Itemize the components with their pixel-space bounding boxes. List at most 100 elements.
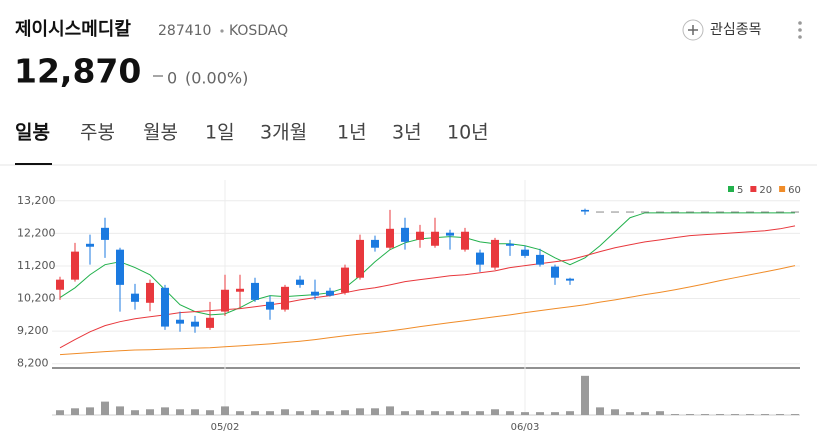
period-tab[interactable]: 월봉: [143, 122, 178, 144]
volume-bar: [536, 412, 544, 415]
volume-bar: [341, 410, 349, 415]
price-change: 0: [167, 69, 177, 88]
volume-bar: [206, 410, 214, 415]
watch-label[interactable]: 관심종목: [710, 22, 762, 38]
candle-body: [461, 231, 469, 250]
period-tab[interactable]: 3개월: [260, 122, 307, 144]
volume-bar: [416, 410, 424, 415]
volume-bar: [671, 414, 679, 415]
menu-dot[interactable]: [798, 28, 802, 32]
candle-body: [791, 211, 799, 213]
y-tick-label: 13,200: [17, 194, 56, 207]
period-tab[interactable]: 주봉: [80, 122, 115, 144]
candle-body: [731, 211, 739, 213]
candle-body: [101, 227, 109, 240]
volume-bar: [611, 409, 619, 415]
volume-bar: [596, 407, 604, 415]
candle-body: [761, 211, 769, 213]
candle-body: [266, 301, 274, 310]
candle-body: [206, 317, 214, 328]
candle-body: [581, 209, 589, 212]
period-tab[interactable]: 3년: [392, 122, 422, 144]
candle-body: [416, 231, 424, 240]
period-tab[interactable]: 일봉: [15, 122, 50, 144]
candle-body: [401, 227, 409, 242]
volume-bar: [446, 411, 454, 415]
volume-bar: [686, 414, 694, 415]
candle-body: [326, 290, 334, 296]
volume-bar: [401, 411, 409, 415]
volume-bar: [761, 414, 769, 415]
y-tick-label: 9,200: [17, 324, 49, 337]
candle-body: [356, 239, 364, 278]
current-price: 12,870: [14, 52, 141, 91]
volume-bar: [56, 410, 64, 415]
volume-bar: [461, 411, 469, 415]
candle-body: [521, 249, 529, 256]
stock-name: 제이시스메디칼: [15, 19, 131, 40]
candle-body: [626, 211, 634, 213]
candle-body: [191, 321, 199, 327]
volume-bar: [746, 414, 754, 415]
legend-swatch: [750, 186, 757, 192]
volume-bar: [116, 406, 124, 415]
candle-body: [431, 231, 439, 246]
volume-bar: [161, 407, 169, 415]
volume-bar: [266, 411, 274, 415]
candle-body: [386, 228, 394, 248]
volume-bar: [551, 412, 559, 415]
volume-bar: [731, 414, 739, 415]
candle-body: [116, 249, 124, 285]
volume-bar: [656, 411, 664, 415]
moving-average-line: [59, 265, 796, 356]
candle-body: [746, 211, 754, 213]
volume-bar: [716, 414, 724, 415]
legend-swatch: [779, 186, 786, 192]
more-menu[interactable]: [798, 21, 802, 39]
period-tab[interactable]: 1일: [205, 122, 235, 144]
period-tab[interactable]: 1년: [337, 122, 367, 144]
candle-body: [641, 211, 649, 213]
x-tick-label: 05/02: [211, 422, 240, 433]
volume-bar: [701, 414, 709, 415]
candle-body: [161, 287, 169, 327]
legend-label: 20: [759, 185, 772, 196]
menu-dot[interactable]: [798, 35, 802, 39]
legend-label: 5: [737, 185, 743, 196]
volume-bar: [506, 411, 514, 415]
volume-bar: [386, 406, 394, 415]
watch-button[interactable]: 관심종목: [682, 19, 762, 41]
candle-body: [551, 266, 559, 278]
volume-bar: [236, 411, 244, 415]
price-change-pct: (0.00%): [185, 69, 248, 88]
volume-bar: [311, 410, 319, 415]
candle-body: [596, 211, 604, 213]
candle-body: [311, 291, 319, 296]
candle-body: [146, 282, 154, 303]
volume-bar: [641, 412, 649, 415]
volume-bar: [86, 407, 94, 415]
volume-bar: [221, 406, 229, 415]
candle-body: [236, 288, 244, 292]
market: KOSDAQ: [229, 23, 288, 39]
candle-body: [671, 211, 679, 213]
candle-body: [176, 319, 184, 324]
candle-body: [491, 239, 499, 268]
volume-bar: [776, 414, 784, 415]
candle-body: [446, 232, 454, 236]
volume-bar: [191, 409, 199, 415]
volume-bar: [491, 409, 499, 415]
period-tab[interactable]: 10년: [447, 122, 489, 144]
candle-body: [566, 278, 574, 281]
menu-dot[interactable]: [798, 21, 802, 25]
legend-swatch: [728, 186, 734, 192]
candle-body: [281, 286, 289, 310]
stock-code: 287410: [158, 23, 211, 39]
volume-bar: [581, 375, 589, 415]
candle-body: [701, 211, 709, 213]
candle-body: [716, 211, 724, 213]
volume-bar: [101, 401, 109, 415]
candle-body: [611, 211, 619, 213]
volume-bar: [296, 411, 304, 415]
